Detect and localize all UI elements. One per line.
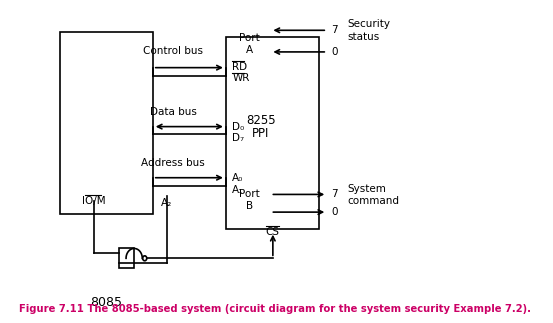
Text: Data bus: Data bus [150, 107, 196, 117]
Text: IO/M: IO/M [82, 196, 106, 206]
FancyBboxPatch shape [60, 32, 153, 214]
Text: 7: 7 [331, 25, 338, 35]
Text: 8255: 8255 [246, 114, 275, 127]
Text: status: status [347, 32, 380, 42]
Text: System: System [347, 183, 387, 193]
Text: 0: 0 [331, 47, 338, 57]
Text: B: B [246, 201, 253, 211]
Text: CS: CS [266, 227, 280, 237]
Text: 7: 7 [331, 189, 338, 199]
Text: Port: Port [239, 189, 260, 199]
Text: Security: Security [347, 19, 390, 29]
Text: 0: 0 [331, 207, 338, 217]
Text: 8085: 8085 [90, 296, 122, 309]
Text: WR: WR [232, 73, 250, 83]
Text: PPI: PPI [252, 127, 269, 140]
Text: RD: RD [232, 62, 247, 72]
Text: A₂: A₂ [161, 198, 172, 208]
Text: Control bus: Control bus [143, 46, 203, 56]
FancyBboxPatch shape [226, 37, 319, 229]
Text: Figure 7.11 The 8085-based system (circuit diagram for the system security Examp: Figure 7.11 The 8085-based system (circu… [19, 304, 531, 314]
Text: Port: Port [239, 33, 260, 43]
Text: D₇: D₇ [232, 133, 244, 143]
Polygon shape [119, 248, 134, 268]
Text: A: A [246, 45, 253, 55]
Text: command: command [347, 196, 399, 206]
Text: A₀: A₀ [232, 173, 244, 183]
Text: Address bus: Address bus [141, 158, 205, 168]
Text: A₁: A₁ [232, 184, 244, 194]
Text: D₀: D₀ [232, 122, 244, 131]
